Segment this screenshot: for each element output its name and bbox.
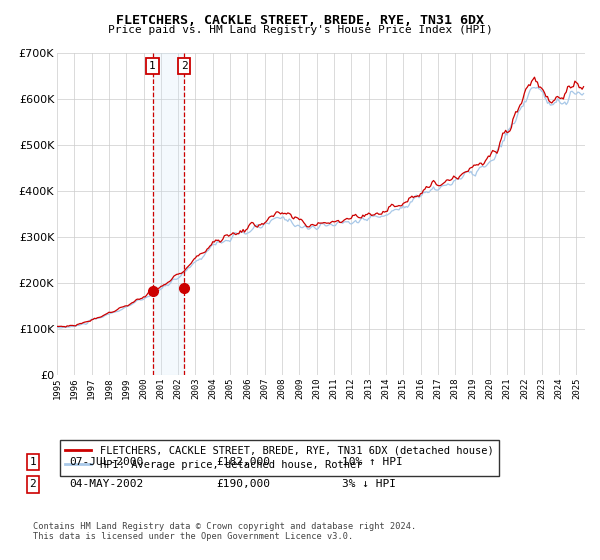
Text: 2: 2 — [181, 61, 188, 71]
Text: FLETCHERS, CACKLE STREET, BREDE, RYE, TN31 6DX: FLETCHERS, CACKLE STREET, BREDE, RYE, TN… — [116, 14, 484, 27]
Text: Contains HM Land Registry data © Crown copyright and database right 2024.
This d: Contains HM Land Registry data © Crown c… — [33, 522, 416, 542]
Text: 07-JUL-2000: 07-JUL-2000 — [69, 457, 143, 467]
Text: Price paid vs. HM Land Registry's House Price Index (HPI): Price paid vs. HM Land Registry's House … — [107, 25, 493, 35]
Text: 1: 1 — [149, 61, 156, 71]
Text: 1: 1 — [29, 457, 37, 467]
Bar — [152, 53, 184, 375]
Text: 3% ↓ HPI: 3% ↓ HPI — [342, 479, 396, 489]
Text: £190,000: £190,000 — [216, 479, 270, 489]
Legend: FLETCHERS, CACKLE STREET, BREDE, RYE, TN31 6DX (detached house), HPI: Average pr: FLETCHERS, CACKLE STREET, BREDE, RYE, TN… — [59, 440, 499, 475]
Text: 2: 2 — [29, 479, 37, 489]
Text: 10% ↑ HPI: 10% ↑ HPI — [342, 457, 403, 467]
Text: 04-MAY-2002: 04-MAY-2002 — [69, 479, 143, 489]
Text: £182,000: £182,000 — [216, 457, 270, 467]
